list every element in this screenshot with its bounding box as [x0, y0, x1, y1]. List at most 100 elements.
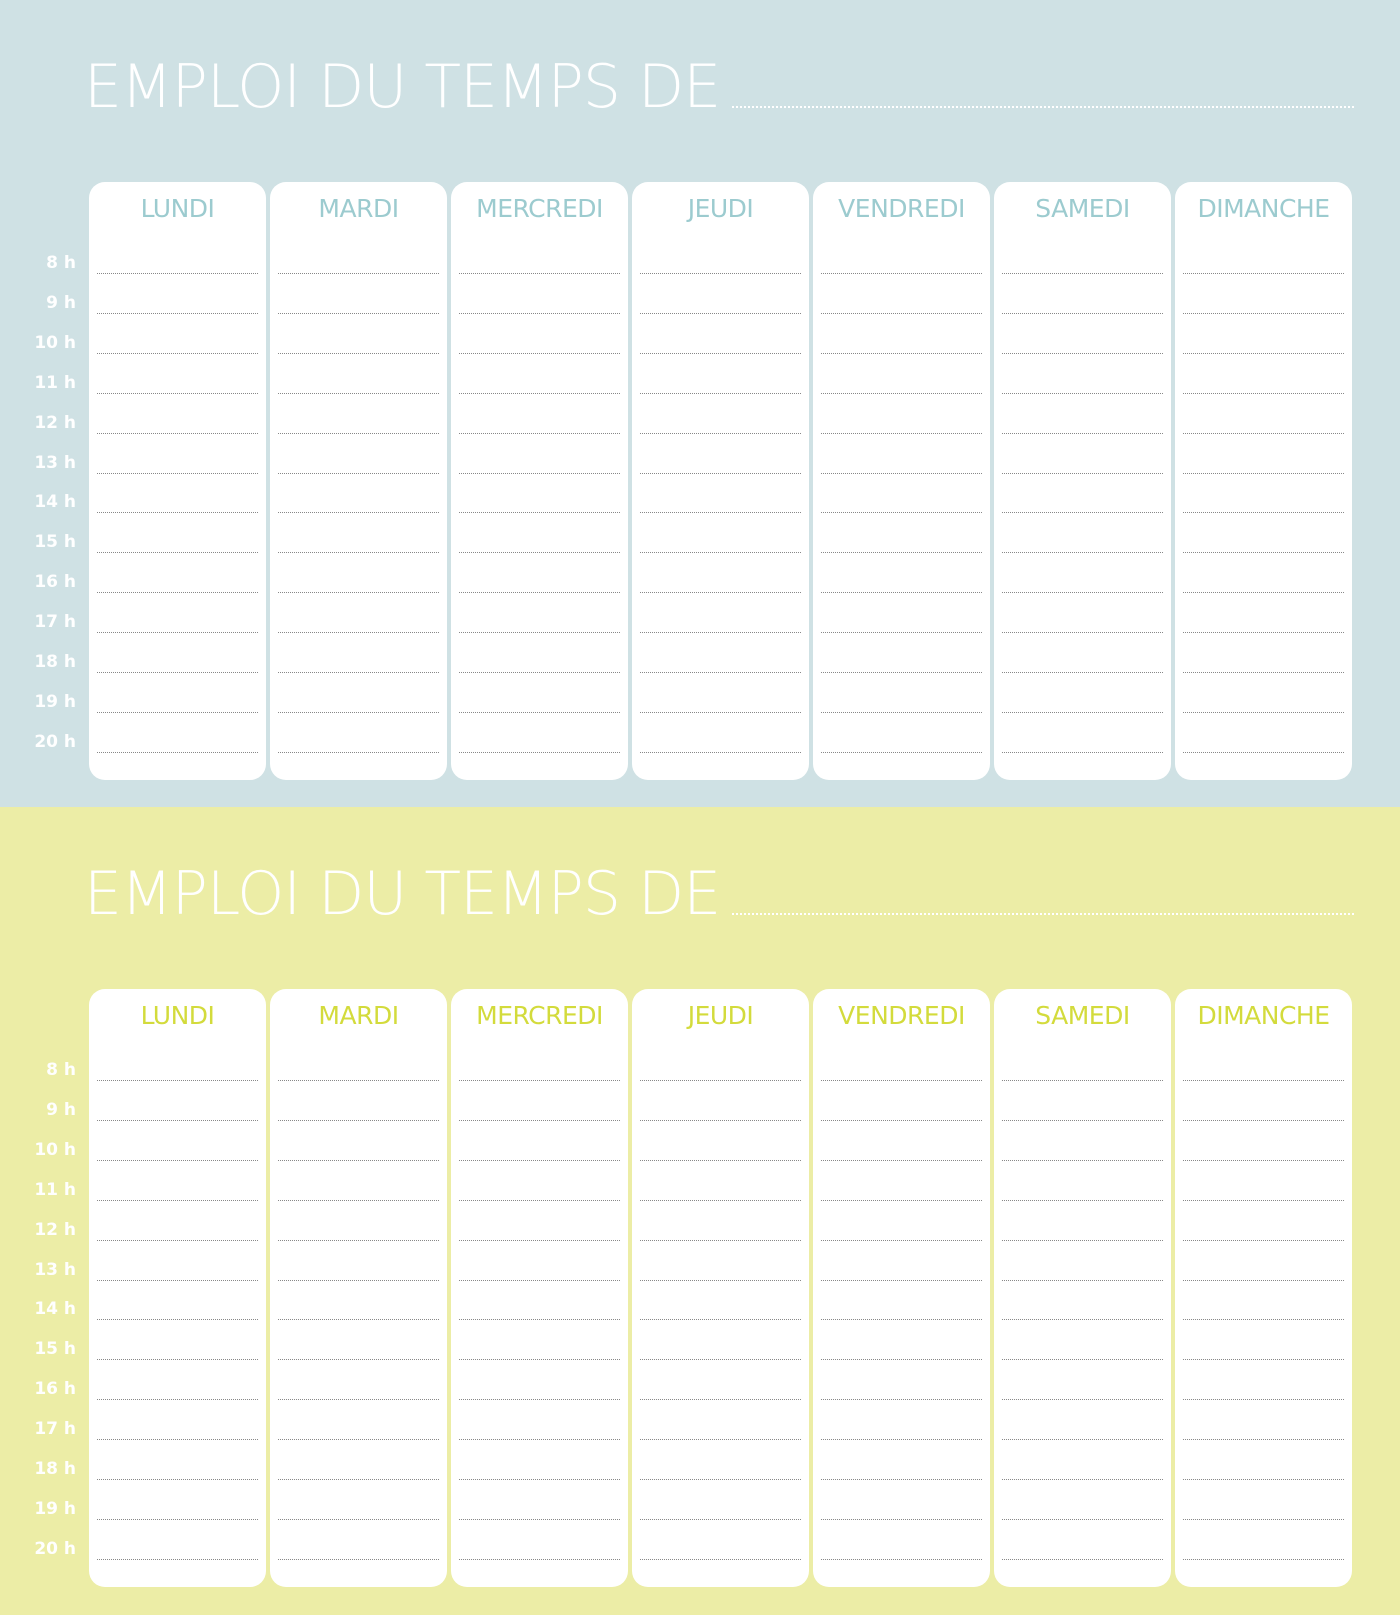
- time-slot-line[interactable]: [278, 1558, 439, 1560]
- time-slot-line[interactable]: [821, 1518, 982, 1520]
- time-slot-line[interactable]: [1002, 432, 1163, 434]
- time-slot-line[interactable]: [278, 1159, 439, 1161]
- time-slot-line[interactable]: [1002, 1159, 1163, 1161]
- time-slot-line[interactable]: [97, 352, 258, 354]
- time-slot-line[interactable]: [97, 1518, 258, 1520]
- time-slot-line[interactable]: [821, 1080, 982, 1081]
- time-slot-line[interactable]: [97, 1159, 258, 1161]
- time-slot-line[interactable]: [1002, 672, 1163, 673]
- time-slot-line[interactable]: [97, 1279, 258, 1281]
- time-slot-line[interactable]: [97, 672, 258, 673]
- time-slot-line[interactable]: [640, 552, 801, 554]
- time-slot-line[interactable]: [459, 1239, 620, 1241]
- time-slot-line[interactable]: [97, 552, 258, 554]
- time-slot-line[interactable]: [459, 1199, 620, 1201]
- time-slot-line[interactable]: [1183, 1399, 1344, 1401]
- time-slot-line[interactable]: [821, 1558, 982, 1560]
- time-slot-line[interactable]: [97, 392, 258, 394]
- time-slot-line[interactable]: [1002, 552, 1163, 554]
- time-slot-line[interactable]: [821, 1279, 982, 1281]
- time-slot-line[interactable]: [640, 1518, 801, 1520]
- time-slot-line[interactable]: [640, 1080, 801, 1081]
- time-slot-line[interactable]: [278, 1439, 439, 1441]
- time-slot-line[interactable]: [1183, 1518, 1344, 1520]
- time-slot-line[interactable]: [459, 1439, 620, 1441]
- time-slot-line[interactable]: [1183, 312, 1344, 314]
- time-slot-line[interactable]: [278, 1518, 439, 1520]
- time-slot-line[interactable]: [640, 1159, 801, 1161]
- time-slot-line[interactable]: [278, 632, 439, 634]
- time-slot-line[interactable]: [278, 552, 439, 554]
- time-slot-line[interactable]: [1183, 1479, 1344, 1480]
- time-slot-line[interactable]: [278, 352, 439, 354]
- time-slot-line[interactable]: [278, 751, 439, 753]
- time-slot-line[interactable]: [459, 1319, 620, 1321]
- time-slot-line[interactable]: [459, 392, 620, 394]
- time-slot-line[interactable]: [640, 1319, 801, 1321]
- time-slot-line[interactable]: [459, 592, 620, 594]
- time-slot-line[interactable]: [459, 751, 620, 753]
- time-slot-line[interactable]: [278, 273, 439, 274]
- time-slot-line[interactable]: [1002, 1439, 1163, 1441]
- time-slot-line[interactable]: [1183, 273, 1344, 274]
- time-slot-line[interactable]: [821, 1439, 982, 1441]
- time-slot-line[interactable]: [1002, 592, 1163, 594]
- time-slot-line[interactable]: [278, 1399, 439, 1401]
- time-slot-line[interactable]: [1183, 472, 1344, 474]
- time-slot-line[interactable]: [821, 1479, 982, 1480]
- time-slot-line[interactable]: [1183, 1439, 1344, 1441]
- time-slot-line[interactable]: [821, 552, 982, 554]
- time-slot-line[interactable]: [1002, 1239, 1163, 1241]
- time-slot-line[interactable]: [459, 1399, 620, 1401]
- time-slot-line[interactable]: [459, 1119, 620, 1121]
- time-slot-line[interactable]: [1002, 1399, 1163, 1401]
- owner-name-field[interactable]: [732, 913, 1354, 915]
- time-slot-line[interactable]: [1183, 1159, 1344, 1161]
- time-slot-line[interactable]: [1183, 1558, 1344, 1560]
- time-slot-line[interactable]: [459, 1518, 620, 1520]
- time-slot-line[interactable]: [459, 711, 620, 713]
- time-slot-line[interactable]: [278, 472, 439, 474]
- time-slot-line[interactable]: [278, 1119, 439, 1121]
- time-slot-line[interactable]: [97, 1558, 258, 1560]
- time-slot-line[interactable]: [97, 273, 258, 274]
- time-slot-line[interactable]: [97, 711, 258, 713]
- time-slot-line[interactable]: [278, 392, 439, 394]
- time-slot-line[interactable]: [278, 512, 439, 514]
- time-slot-line[interactable]: [97, 1319, 258, 1321]
- time-slot-line[interactable]: [640, 1199, 801, 1201]
- time-slot-line[interactable]: [821, 751, 982, 753]
- time-slot-line[interactable]: [640, 592, 801, 594]
- time-slot-line[interactable]: [1183, 1119, 1344, 1121]
- time-slot-line[interactable]: [97, 1399, 258, 1401]
- time-slot-line[interactable]: [278, 1319, 439, 1321]
- time-slot-line[interactable]: [1002, 1279, 1163, 1281]
- time-slot-line[interactable]: [640, 312, 801, 314]
- time-slot-line[interactable]: [640, 711, 801, 713]
- time-slot-line[interactable]: [459, 1080, 620, 1081]
- time-slot-line[interactable]: [821, 392, 982, 394]
- time-slot-line[interactable]: [278, 1239, 439, 1241]
- time-slot-line[interactable]: [821, 1119, 982, 1121]
- time-slot-line[interactable]: [640, 432, 801, 434]
- time-slot-line[interactable]: [640, 472, 801, 474]
- time-slot-line[interactable]: [640, 392, 801, 394]
- time-slot-line[interactable]: [459, 552, 620, 554]
- time-slot-line[interactable]: [1002, 352, 1163, 354]
- time-slot-line[interactable]: [1002, 312, 1163, 314]
- time-slot-line[interactable]: [97, 751, 258, 753]
- time-slot-line[interactable]: [1183, 392, 1344, 394]
- time-slot-line[interactable]: [1183, 711, 1344, 713]
- time-slot-line[interactable]: [640, 1119, 801, 1121]
- time-slot-line[interactable]: [1002, 392, 1163, 394]
- time-slot-line[interactable]: [640, 632, 801, 634]
- time-slot-line[interactable]: [1002, 1479, 1163, 1480]
- time-slot-line[interactable]: [821, 472, 982, 474]
- time-slot-line[interactable]: [821, 273, 982, 274]
- time-slot-line[interactable]: [97, 512, 258, 514]
- time-slot-line[interactable]: [821, 312, 982, 314]
- time-slot-line[interactable]: [1183, 1199, 1344, 1201]
- time-slot-line[interactable]: [459, 1558, 620, 1560]
- time-slot-line[interactable]: [278, 672, 439, 673]
- time-slot-line[interactable]: [1183, 1279, 1344, 1281]
